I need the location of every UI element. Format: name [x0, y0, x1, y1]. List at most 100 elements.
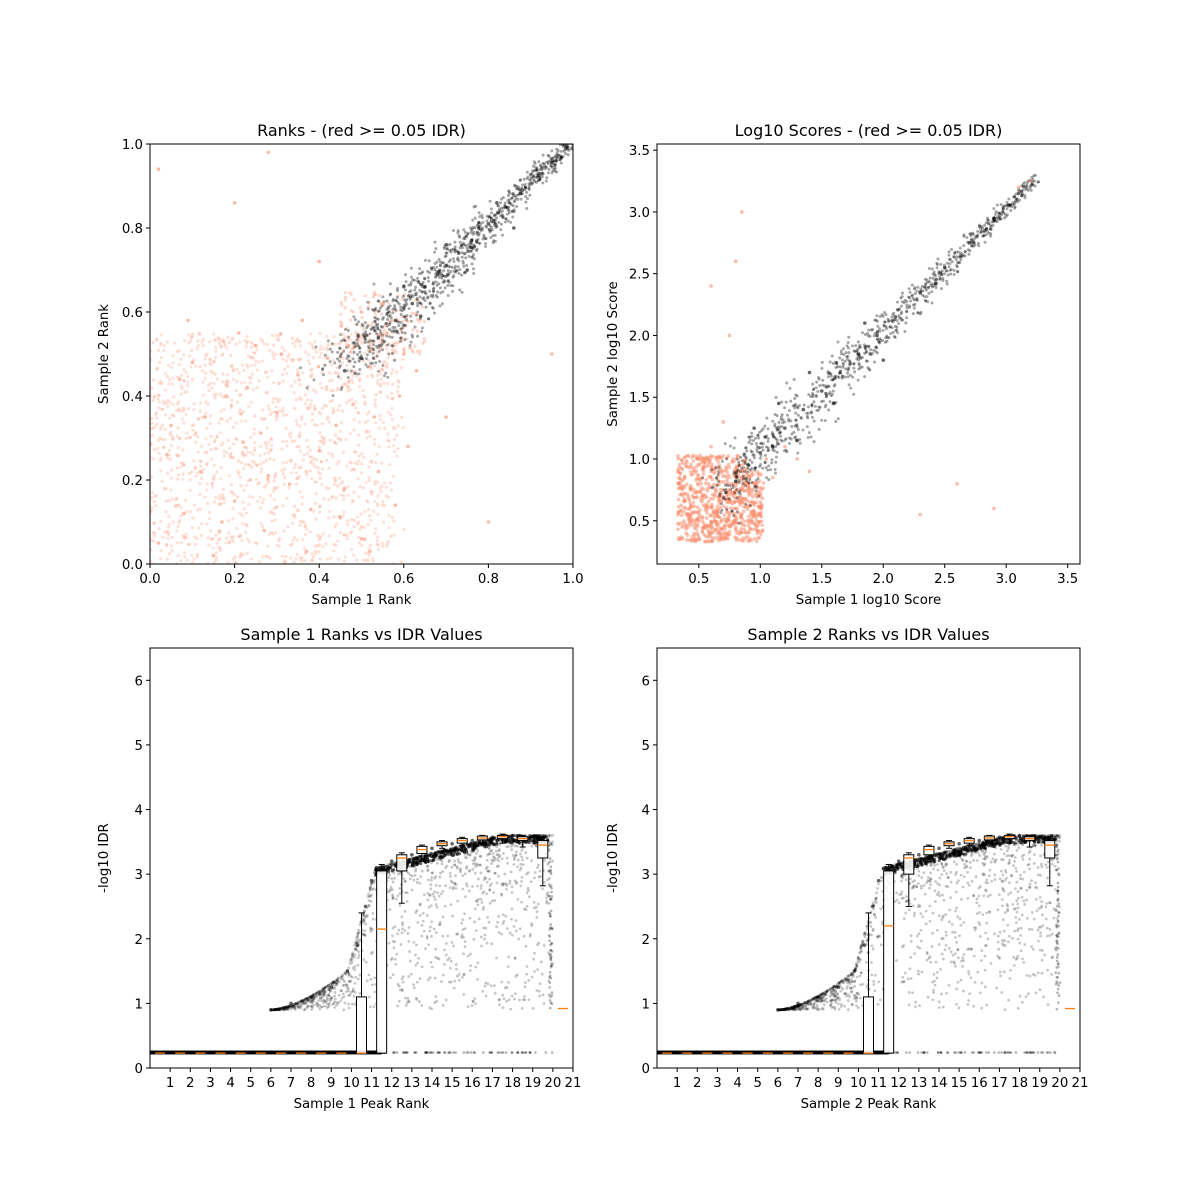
baseline-point — [496, 1051, 500, 1054]
cloud-point-red — [212, 440, 217, 444]
cloud-point-black — [527, 186, 531, 190]
cloud-point-red — [725, 533, 730, 537]
cloud-point-red — [342, 347, 346, 352]
cloud-point-black — [453, 240, 457, 244]
cloud-point-black — [744, 446, 748, 450]
cloud-point-black — [370, 339, 374, 343]
data-point — [1016, 191, 1021, 196]
cloud-point-black — [388, 282, 392, 286]
cloud-point-black — [847, 351, 851, 355]
cloud-point-black — [431, 871, 434, 875]
cloud-point-red — [250, 465, 254, 469]
cloud-point-black — [773, 468, 777, 472]
cloud-point-black — [475, 240, 479, 244]
cloud-point-black — [457, 272, 461, 276]
cloud-point-black — [567, 135, 570, 138]
cloud-point-red — [402, 292, 407, 297]
cloud-point-black — [742, 466, 746, 470]
cloud-point-black — [482, 235, 486, 239]
cloud-point-black — [441, 290, 445, 294]
cloud-point-black — [421, 283, 425, 287]
cloud-point-red — [372, 357, 377, 361]
cloud-point-black — [1005, 200, 1009, 204]
cloud-point-red — [376, 547, 381, 552]
cloud-point-red — [747, 530, 751, 535]
data-point — [169, 423, 173, 428]
cloud-point-red — [303, 350, 308, 354]
cloud-point-red — [366, 305, 370, 309]
cloud-point-red — [351, 310, 356, 314]
cloud-point-black — [489, 207, 493, 211]
cloud-point-black — [511, 192, 515, 196]
cloud-point-black — [390, 351, 394, 355]
cloud-point-black — [775, 426, 779, 430]
cloud-point-red — [258, 462, 262, 466]
cloud-point-black — [750, 442, 754, 446]
cloud-point-red — [366, 358, 371, 363]
cloud-point-black — [793, 406, 797, 410]
cloud-point-black — [449, 874, 452, 878]
cloud-point-black — [957, 261, 961, 265]
cloud-point-black — [381, 317, 385, 321]
cloud-point-black — [321, 989, 325, 993]
data-point — [296, 373, 300, 377]
cloud-point-red — [208, 357, 212, 361]
cloud-point-red — [732, 511, 737, 516]
cloud-point-black — [934, 283, 938, 287]
cloud-point-black — [934, 282, 938, 286]
cloud-point-black — [406, 294, 410, 298]
cloud-point-black — [962, 234, 966, 238]
cloud-point-black — [475, 238, 479, 242]
cloud-point-black — [530, 175, 534, 179]
cloud-point-black — [445, 273, 449, 277]
cloud-point-black — [473, 245, 477, 249]
cloud-point-black — [970, 241, 974, 245]
cloud-point-black — [428, 302, 432, 306]
cloud-point-red — [310, 343, 314, 347]
cloud-point-black — [393, 940, 397, 944]
cloud-point-black — [761, 448, 765, 452]
cloud-point-red — [266, 390, 270, 394]
cloud-point-black — [775, 450, 779, 454]
data-point — [317, 259, 322, 264]
cloud-point-black — [872, 334, 876, 338]
cloud-point-black — [371, 325, 375, 329]
cloud-point-red — [179, 409, 183, 414]
cloud-point-red — [182, 463, 186, 467]
cloud-point-black — [472, 230, 476, 234]
cloud-point-black — [427, 279, 431, 283]
cloud-point-red — [198, 332, 202, 336]
cloud-point-red — [249, 340, 253, 344]
cloud-point-black — [787, 442, 791, 446]
cloud-point-black — [295, 1002, 299, 1006]
cloud-point-black — [887, 319, 891, 323]
cloud-point-red — [318, 431, 322, 435]
cloud-point-red — [339, 312, 343, 316]
cloud-point-red — [209, 447, 213, 452]
data-point — [414, 369, 419, 373]
cloud-point-black — [875, 346, 879, 350]
cloud-point-black — [923, 295, 927, 299]
cloud-point-red — [150, 358, 153, 362]
cloud-point-black — [507, 845, 510, 848]
cloud-point-black — [473, 226, 477, 230]
cloud-point-black — [781, 421, 785, 425]
cloud-point-black — [514, 196, 518, 200]
cloud-point-red — [388, 462, 392, 467]
cloud-point-red — [405, 319, 410, 323]
cloud-point-red — [381, 339, 385, 344]
cloud-point-red — [235, 379, 239, 384]
cloud-point-black — [338, 353, 342, 357]
cloud-point-red — [330, 399, 334, 403]
cloud-point-black — [434, 247, 438, 251]
cloud-point-red — [715, 524, 719, 529]
cloud-point-black — [328, 989, 332, 993]
data-point — [746, 518, 750, 523]
cloud-point-red — [220, 380, 225, 384]
cloud-point-black — [507, 211, 511, 215]
cloud-point-red — [742, 527, 747, 532]
cloud-point-red — [216, 336, 220, 340]
cloud-point-red — [171, 436, 175, 440]
cloud-point-black — [824, 395, 828, 399]
cloud-point-black — [956, 270, 960, 274]
